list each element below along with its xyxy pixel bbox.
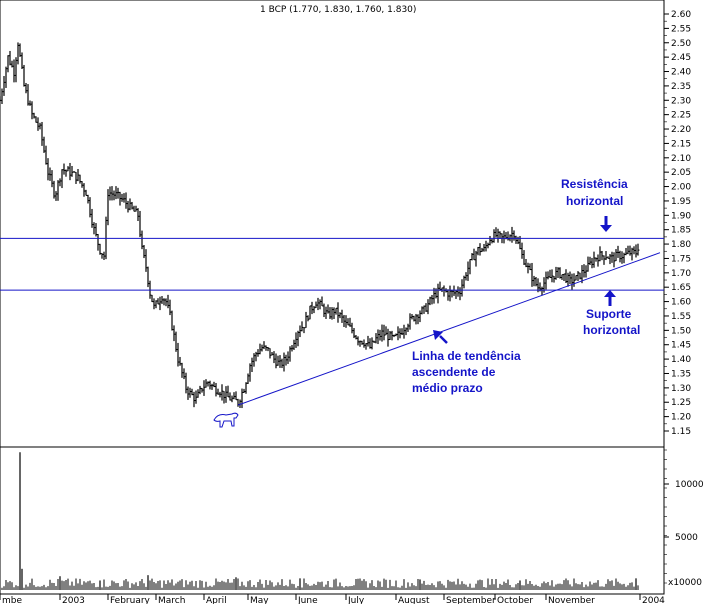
price-tick-label: 2.50 (671, 39, 691, 49)
support-label-2: horizontal (583, 323, 640, 337)
price-tick-label: 1.55 (671, 312, 691, 322)
price-axis: 2.60 2.55 2.50 2.45 2.40 2.35 2.30 2.25 2.20 2.15… (664, 10, 691, 437)
resistance-label-1: Resistência (561, 177, 628, 191)
resistance-label-2: horizontal (566, 194, 623, 208)
price-tick-label: 2.10 (671, 154, 691, 164)
price-tick-label: 2.30 (671, 96, 691, 106)
price-tick-label: 2.00 (671, 183, 691, 193)
volume-bars (0, 452, 639, 590)
time-tick-label: November (548, 596, 595, 604)
price-tick-label: 1.80 (671, 240, 691, 250)
price-tick-label: 1.95 (671, 197, 691, 207)
price-tick-label: 2.45 (671, 53, 691, 63)
trend-label-2: ascendente de (412, 365, 496, 379)
plot-frame (0, 0, 665, 595)
support-label-1: Suporte (586, 307, 632, 321)
time-tick-label: 2004 (642, 596, 665, 604)
volume-axis: 10000 5000 (664, 449, 704, 584)
trend-line (237, 252, 661, 406)
time-tick-label: May (250, 596, 269, 604)
price-tick-label: 1.45 (671, 341, 691, 351)
price-tick-label: 2.40 (671, 68, 691, 78)
volume-tick-label: 5000 (675, 533, 698, 543)
price-tick-label: 1.85 (671, 226, 691, 236)
price-tick-label: 2.55 (671, 24, 691, 34)
trend-label-3: médio prazo (412, 381, 483, 395)
price-tick-label: 1.15 (671, 427, 691, 437)
time-axis: mbe 2003 February March April May June July Augu… (0, 594, 665, 604)
time-tick-label: September (446, 596, 496, 604)
time-tick-label: July (347, 596, 365, 604)
price-tick-label: 2.20 (671, 125, 691, 135)
chart-title: 1 BCP (1.770, 1.830, 1.760, 1.830) (260, 5, 416, 15)
price-bars (0, 42, 640, 409)
price-tick-label: 2.05 (671, 168, 691, 178)
price-tick-label: 2.25 (671, 111, 691, 121)
time-tick-label: October (497, 596, 533, 604)
time-tick-label: 2003 (62, 596, 85, 604)
price-tick-label: 1.25 (671, 398, 691, 408)
resistance-arrow-icon (600, 216, 612, 232)
volume-unit-label: x10000 (668, 578, 702, 588)
trend-arrow-icon (433, 330, 448, 344)
price-tick-label: 2.35 (671, 82, 691, 92)
price-tick-label: 2.60 (671, 10, 691, 20)
time-tick-label: February (110, 596, 151, 604)
price-tick-label: 1.70 (671, 269, 691, 279)
price-tick-label: 1.35 (671, 369, 691, 379)
time-tick-label: June (297, 596, 318, 604)
time-tick-label: March (158, 596, 185, 604)
volume-tick-label: 10000 (675, 480, 704, 490)
price-tick-label: 1.30 (671, 384, 691, 394)
time-tick-label: August (398, 596, 430, 604)
price-tick-label: 1.50 (671, 326, 691, 336)
trend-label-1: Linha de tendência (412, 349, 521, 363)
price-tick-label: 2.15 (671, 139, 691, 149)
support-arrow-icon (604, 290, 616, 306)
time-tick-label: mbe (2, 596, 22, 604)
price-tick-label: 1.90 (671, 211, 691, 221)
price-tick-label: 1.40 (671, 355, 691, 365)
time-tick-label: April (206, 596, 227, 604)
price-tick-label: 1.20 (671, 413, 691, 423)
price-tick-label: 1.65 (671, 283, 691, 293)
price-tick-label: 1.75 (671, 254, 691, 264)
price-tick-label: 1.60 (671, 298, 691, 308)
bull-logo-icon (213, 412, 239, 428)
